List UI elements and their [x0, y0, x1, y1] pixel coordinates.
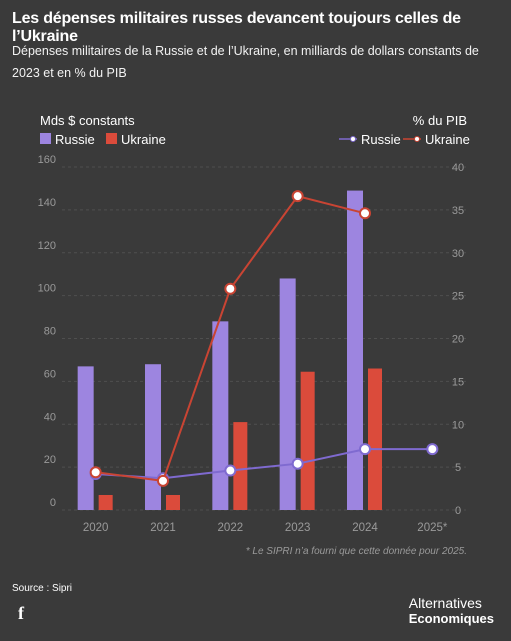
bar-russie-2022 [212, 321, 229, 510]
point-ukraine [224, 282, 237, 295]
bar-ukraine-2023 [300, 371, 315, 510]
y-left-tick-label: 120 [38, 240, 56, 252]
line-russie [95, 448, 433, 480]
y-right-tick-label: 0 [455, 505, 461, 517]
source-note: Source : Sipri [12, 583, 73, 594]
bar-ukraine-2022 [233, 422, 248, 510]
y-left-tick-label: 160 [38, 154, 56, 166]
brand-line-1: Alternatives [408, 595, 482, 611]
legend-marker-ukraine [414, 136, 420, 142]
legend-left: Russie Ukraine [40, 132, 166, 147]
brand-logo: Alternatives Economiques [408, 595, 494, 627]
facebook-icon[interactable]: f [18, 603, 24, 623]
bar-ukraine-2024 [368, 368, 382, 510]
bar-russie-2021 [145, 364, 161, 510]
x-tick-label: 2025* [417, 522, 448, 534]
y-right-tick-label: 5 [455, 462, 461, 474]
x-tick-label: 2024 [352, 522, 378, 534]
point-russie [426, 443, 439, 456]
legend-label-ukraine-bar: Ukraine [121, 132, 166, 147]
plot-area: 0 20 40 60 80 100 120 140 160 0 5 10 15 20 25 30 35 40 202… [38, 154, 466, 534]
bar-russie-2023 [279, 278, 296, 510]
point-russie [291, 457, 304, 470]
bar-ukraine-2021 [166, 494, 180, 510]
x-tick-label: 2023 [285, 522, 311, 534]
legend-marker-russie [350, 136, 356, 142]
point-ukraine [291, 190, 304, 203]
y-left-tick-label: 60 [44, 368, 56, 380]
y-left-tick-label: 0 [50, 497, 56, 509]
y-right-tick-label: 35 [452, 205, 464, 217]
y-right-tick-label: 30 [452, 248, 464, 260]
y-right-tick-label: 15 [452, 376, 464, 388]
chart: Mds $ constants % du PIB Russie Ukraine … [38, 113, 470, 557]
x-tick-label: 2022 [218, 522, 244, 534]
brand-line-2: Economiques [408, 611, 494, 626]
point-russie [359, 443, 371, 456]
bar-russie-2024 [347, 190, 363, 511]
legend-swatch-ukraine-bar [106, 133, 117, 144]
y-left-tick-label: 20 [44, 454, 56, 466]
y-left-tick-label: 40 [44, 411, 56, 423]
point-ukraine [359, 207, 371, 220]
point-ukraine [89, 466, 102, 479]
bar-ukraine-2020 [98, 494, 113, 510]
bar-russie-2020 [77, 366, 94, 510]
y-left-tick-label: 80 [44, 326, 56, 338]
y-left-tick-label: 140 [38, 197, 56, 209]
x-tick-label: 2020 [83, 522, 109, 534]
chart-title: Les dépenses militaires russes devancent… [12, 10, 461, 45]
chart-subtitle: Dépenses militaires de la Russie et de l… [12, 44, 479, 80]
y-right-tick-label: 10 [452, 419, 464, 431]
y-right-tick-label: 20 [452, 334, 464, 346]
legend-right: Russie Ukraine [339, 132, 470, 147]
legend-swatch-russie-bar [40, 133, 51, 144]
left-axis-title: Mds $ constants [40, 113, 135, 128]
y-right-tick-label: 25 [452, 291, 464, 303]
right-axis-title: % du PIB [413, 113, 467, 128]
point-russie [224, 464, 237, 477]
x-tick-label: 2021 [150, 522, 176, 534]
y-left-tick-label: 100 [38, 283, 56, 295]
legend-label-russie-bar: Russie [55, 132, 95, 147]
legend-label-ukraine-line: Ukraine [425, 132, 470, 147]
legend-label-russie-line: Russie [361, 132, 401, 147]
point-ukraine [157, 474, 169, 487]
chart-footnote: * Le SIPRI n’a fourni que cette donnée p… [246, 546, 467, 557]
y-right-tick-label: 40 [452, 162, 464, 174]
